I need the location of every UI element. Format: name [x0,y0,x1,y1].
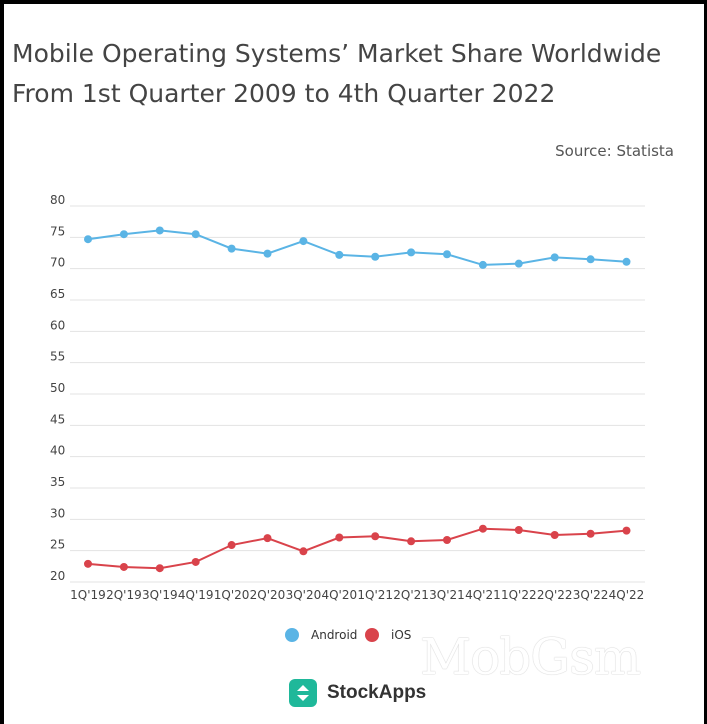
ios-point-1Q'20 [227,541,236,550]
chart-title-line1: Mobile Operating Systems’ Market Share W… [12,39,662,68]
y-tick-label-40: 40 [50,444,65,458]
y-tick-label-55: 55 [50,350,65,364]
y-tick-label-50: 50 [50,381,65,395]
source-label: Source: Statista [555,142,674,160]
y-tick-label-30: 30 [50,506,65,520]
android-point-1Q'20 [227,244,236,253]
x-tick-label-6: 3Q'20 [286,588,322,602]
ios-point-2Q'19 [119,562,128,571]
x-tick-label-14: 3Q'22 [573,588,609,602]
ios-point-4Q'20 [335,533,344,542]
android-point-1Q'21 [371,252,380,261]
frame-top-border [0,0,707,4]
x-tick-label-10: 3Q'21 [429,588,465,602]
y-tick-label-70: 70 [50,256,65,270]
android-point-4Q'22 [622,257,631,266]
x-tick-label-15: 4Q'22 [609,588,645,602]
ios-point-2Q'21 [407,537,416,546]
y-tick-label-75: 75 [50,224,65,238]
y-tick-label-35: 35 [50,475,65,489]
brand: StockApps [289,679,426,707]
y-tick-label-25: 25 [50,538,65,552]
android-point-1Q'22 [514,259,523,268]
y-tick-label-80: 80 [50,193,65,207]
android-point-4Q'20 [335,250,344,259]
ios-point-1Q'22 [514,525,523,534]
ios-point-1Q'19 [84,559,92,568]
x-tick-label-0: 1Q'19 [70,588,106,602]
android-series-line [87,229,627,266]
watermark: MobGsm [420,628,641,686]
android-point-2Q'22 [550,253,559,262]
ios-point-3Q'22 [586,529,595,538]
android-point-3Q'22 [586,255,595,264]
android-point-2Q'21 [407,248,416,257]
legend-marker-ios [365,628,379,642]
x-tick-label-4: 1Q'20 [214,588,250,602]
x-tick-label-8: 1Q'21 [357,588,393,602]
android-point-2Q'20 [263,249,272,258]
android-point-3Q'21 [443,250,451,259]
x-tick-label-2: 3Q'19 [142,588,178,602]
x-tick-label-1: 2Q'19 [106,588,142,602]
android-point-3Q'20 [299,237,308,246]
ios-point-3Q'21 [443,536,451,545]
android-point-4Q'19 [191,230,200,239]
line-chart: 20 25 30 35 40 45 50 55 60 65 70 75 80 1Q'19 2Q'19 3Q'1… [50,193,645,642]
ios-point-4Q'22 [622,526,631,535]
ios-series-line [87,527,627,570]
x-tick-label-11: 4Q'21 [465,588,501,602]
ios-point-2Q'20 [263,534,272,543]
x-tick-label-12: 1Q'22 [501,588,537,602]
y-tick-label-65: 65 [50,287,65,301]
android-point-2Q'19 [119,230,128,239]
legend-marker-android [285,628,299,642]
frame-left-border [0,0,4,724]
x-tick-label-9: 2Q'21 [393,588,429,602]
stockapps-logo-icon [289,679,317,707]
ios-point-1Q'21 [371,532,380,541]
y-tick-label-20: 20 [50,569,65,583]
chart-title-line2: From 1st Quarter 2009 to 4th Quarter 202… [12,79,556,108]
ios-point-4Q'19 [191,557,200,566]
x-tick-label-3: 4Q'19 [178,588,214,602]
ios-point-3Q'19 [155,564,164,573]
x-tick-label-5: 2Q'20 [250,588,286,602]
android-point-4Q'21 [478,260,487,269]
legend-label-ios: iOS [391,628,411,642]
legend-label-android: Android [311,628,357,642]
ios-point-4Q'21 [478,524,487,533]
brand-name: StockApps [327,682,427,703]
chart-title: Mobile Operating Systems’ Market Share W… [12,34,702,114]
android-point-1Q'19 [84,235,92,244]
ios-point-2Q'22 [550,531,559,539]
x-tick-label-7: 4Q'20 [321,588,357,602]
ios-point-3Q'20 [299,547,308,556]
y-tick-label-60: 60 [50,318,65,332]
y-tick-label-45: 45 [50,412,65,426]
android-point-3Q'19 [155,226,164,235]
x-tick-label-13: 2Q'22 [537,588,573,602]
frame-right-border [704,0,707,724]
